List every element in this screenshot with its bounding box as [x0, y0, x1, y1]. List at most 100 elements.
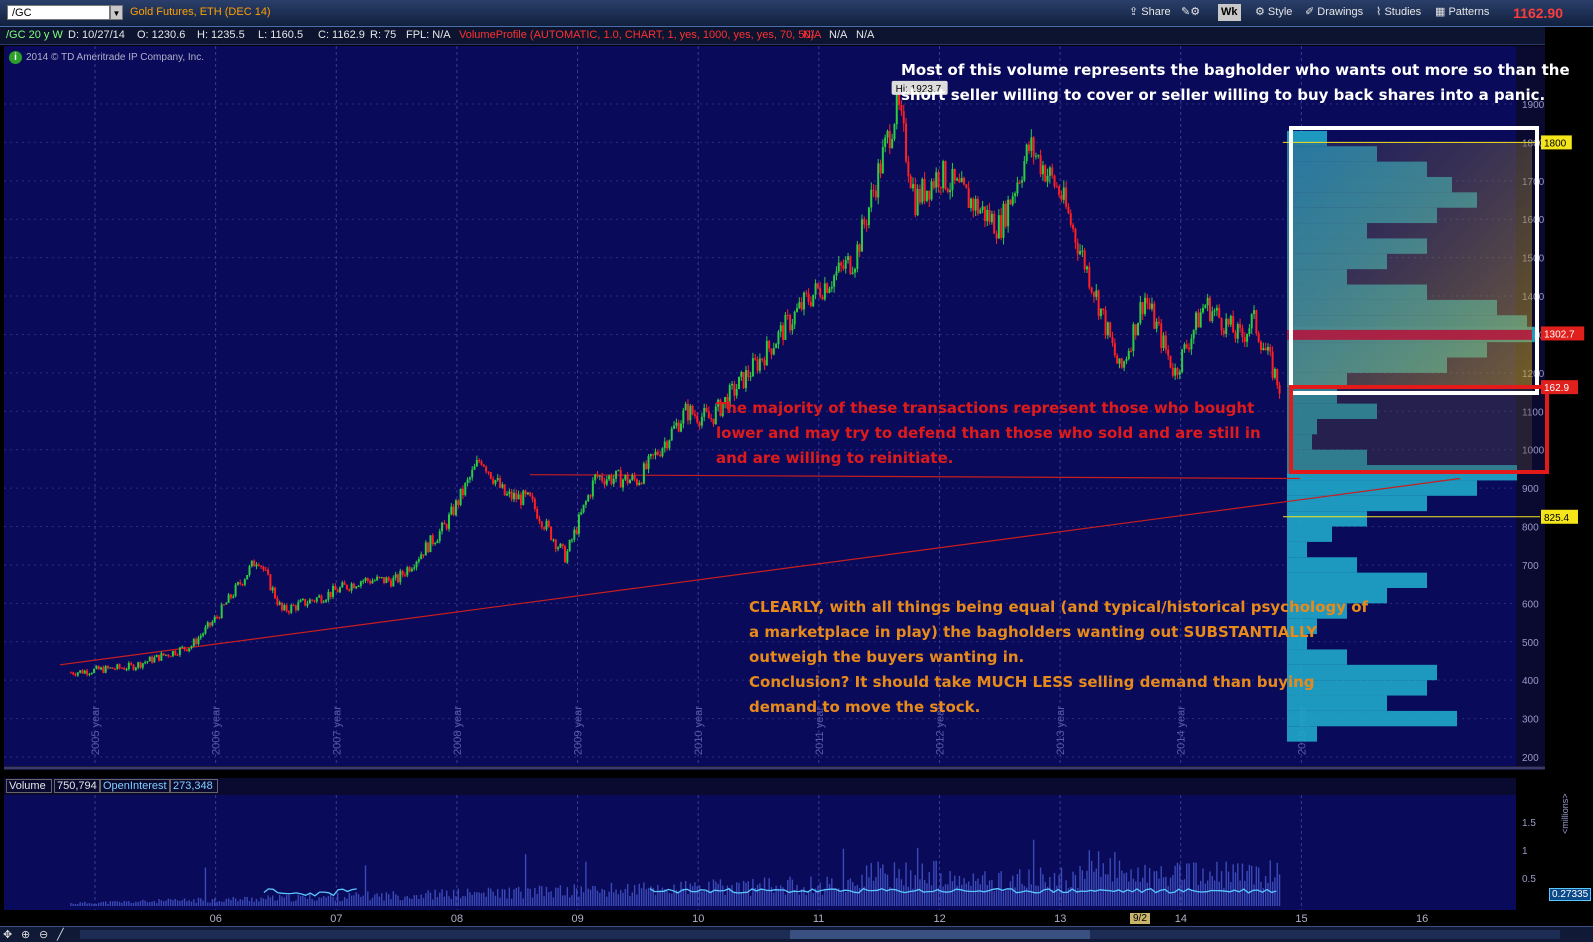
- candle-body: [459, 488, 462, 505]
- candle-body: [1269, 346, 1272, 352]
- share-icon: ⇪: [1129, 6, 1142, 18]
- candle-body: [1051, 167, 1054, 176]
- y-tick-label: 1900: [1522, 100, 1545, 111]
- candle-body: [1109, 322, 1112, 337]
- period-button[interactable]: Wk: [1218, 4, 1241, 21]
- candle-body: [974, 198, 977, 211]
- time-scrollbar[interactable]: [80, 930, 1560, 939]
- candle-body: [526, 492, 529, 495]
- candle-body: [1222, 330, 1225, 334]
- candle-body: [130, 663, 133, 665]
- candle-body: [1067, 206, 1070, 214]
- candle-body: [860, 219, 863, 252]
- patterns-button[interactable]: ▦ Patterns: [1435, 4, 1489, 21]
- candle-body: [928, 190, 931, 200]
- candle-body: [951, 168, 954, 190]
- candle-body: [1243, 337, 1246, 342]
- candle-body: [789, 315, 792, 331]
- year-label: 2006 year: [211, 706, 223, 755]
- candle-body: [884, 137, 887, 147]
- candle-body: [786, 314, 789, 316]
- candle-body: [993, 213, 996, 234]
- candle-body: [881, 146, 884, 174]
- volume-value: 750,794: [54, 779, 100, 793]
- studies-button[interactable]: ⌇ Studies: [1376, 4, 1421, 21]
- candle-body: [517, 494, 520, 500]
- candle-body: [939, 186, 942, 189]
- candle-body: [877, 163, 880, 198]
- symbol-dropdown-button[interactable]: ▼: [110, 5, 123, 20]
- candle-body: [663, 441, 666, 449]
- candle-body: [626, 474, 629, 484]
- zoom-out-icon[interactable]: ⊖: [39, 929, 49, 941]
- info-icon[interactable]: i: [9, 51, 22, 64]
- candle-body: [733, 383, 736, 396]
- candle-body: [847, 256, 850, 261]
- draw-line-icon[interactable]: ╱: [57, 929, 64, 941]
- candle-body: [132, 664, 135, 670]
- candle-body: [512, 492, 515, 500]
- price-label-bg: [1541, 509, 1578, 524]
- candle-body: [1150, 303, 1153, 309]
- candle-body: [675, 422, 678, 426]
- candle-body: [1183, 344, 1186, 350]
- symbol-input[interactable]: /GC: [7, 5, 110, 20]
- time-scrollbar-thumb[interactable]: [790, 930, 1090, 939]
- candle-body: [271, 587, 274, 591]
- drawings-button[interactable]: ✐ Drawings: [1305, 4, 1363, 21]
- candle-body: [338, 587, 341, 593]
- pan-icon[interactable]: ✥: [3, 929, 13, 941]
- share-button[interactable]: ⇪ Share: [1129, 4, 1171, 21]
- tools-icon[interactable]: ✎⚙: [1181, 6, 1201, 18]
- candle-body: [438, 531, 441, 541]
- candle-body: [336, 590, 339, 593]
- candle-body: [624, 474, 627, 480]
- x-tick-label: 06: [210, 913, 222, 925]
- x-tick-label: 08: [451, 913, 463, 925]
- candle-body: [1153, 303, 1156, 329]
- style-button[interactable]: ⚙ Style: [1255, 4, 1292, 21]
- candle-body: [705, 407, 708, 412]
- candle-body: [253, 560, 256, 567]
- candle-body: [930, 181, 933, 200]
- candle-body: [1139, 302, 1142, 324]
- candle-body: [148, 656, 151, 662]
- candle-body: [93, 668, 96, 674]
- candle-body: [1253, 310, 1256, 315]
- candle-body: [1160, 323, 1163, 348]
- volume-profile-bar: [1287, 634, 1307, 650]
- candle-body: [656, 451, 659, 455]
- candle-body: [550, 526, 553, 540]
- candle-body: [1225, 318, 1228, 334]
- candle-body: [680, 423, 683, 432]
- candle-body: [441, 522, 444, 532]
- candle-body: [403, 574, 406, 576]
- candle-body: [886, 130, 889, 138]
- volume-profile-bar: [1287, 480, 1477, 496]
- candle-body: [378, 576, 381, 578]
- candle-body: [100, 667, 103, 670]
- candle-body: [796, 308, 799, 312]
- candle-body: [577, 514, 580, 534]
- candle-body: [601, 475, 604, 481]
- zoom-in-icon[interactable]: ⊕: [21, 929, 31, 941]
- candle-body: [686, 403, 689, 421]
- candle-body: [503, 484, 506, 496]
- candle-body: [322, 601, 325, 603]
- volume-header-bg: [4, 778, 1516, 795]
- candle-body: [1004, 203, 1007, 227]
- candle-body: [431, 535, 434, 544]
- candle-body: [765, 340, 768, 366]
- candle-body: [209, 622, 212, 626]
- candle-body: [1041, 165, 1044, 175]
- candle-body: [587, 495, 590, 502]
- study-label[interactable]: VolumeProfile (AUTOMATIC, 1.0, CHART, 1,…: [459, 29, 815, 41]
- candle-body: [647, 456, 650, 469]
- candle-body: [390, 580, 393, 587]
- candle-body: [269, 574, 272, 591]
- highlight-box-white: [1289, 126, 1539, 395]
- candle-body: [849, 256, 852, 274]
- candle-body: [594, 474, 597, 481]
- candle-body: [127, 663, 130, 670]
